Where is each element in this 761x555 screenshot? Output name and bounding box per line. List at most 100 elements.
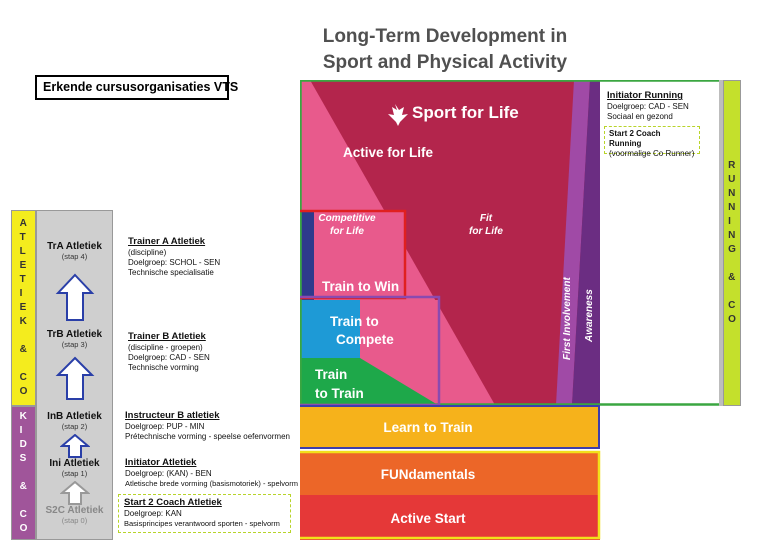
- side-letter: E: [19, 302, 27, 313]
- card-line: Doelgroep: CAD - SEN: [128, 353, 210, 362]
- s2c-running-card: Start 2 Coach Running (voormalige Co Run…: [604, 126, 700, 158]
- side-letter: K: [19, 411, 27, 422]
- card-line: Doelgroep: PUP - MIN: [125, 422, 205, 431]
- card-line: Basisprincipes verantwoord sporten - spe…: [124, 519, 280, 528]
- card-title: Initiator Atletiek: [125, 457, 197, 468]
- card-line: Doelgroep: KAN: [124, 509, 182, 518]
- initiator-running-card: Initiator Running Doelgroep: CAD - SEN S…: [603, 90, 716, 122]
- side-letter: N: [728, 230, 736, 241]
- side-letter: [728, 285, 736, 299]
- purple-border: [300, 295, 441, 407]
- side-letter: [20, 494, 28, 508]
- fit-label-2: for Life: [469, 226, 503, 237]
- step-ini: Ini Atletiek (stap 1): [36, 458, 113, 478]
- side-letter: U: [728, 174, 736, 185]
- train-to-train-area: [300, 358, 438, 405]
- first-involvement-band: [556, 80, 590, 405]
- card-line: Doelgroep: SCHOL - SEN: [128, 258, 221, 267]
- instructeur-b-card: Instructeur B atletiek Doelgroep: PUP - …: [119, 408, 299, 444]
- train-to-win-navy: [300, 210, 314, 300]
- side-letter: N: [728, 202, 736, 213]
- competitive-label-2: for Life: [330, 226, 364, 237]
- side-letter: I: [728, 216, 731, 227]
- step-trb: TrB Atletiek (stap 3): [36, 329, 113, 349]
- side-letter: &: [728, 272, 736, 283]
- side-letter: C: [19, 509, 27, 520]
- active-for-life-label: Active for Life: [343, 145, 434, 160]
- card-title: Start 2 Coach Atletiek: [124, 497, 222, 508]
- active-start-label: Active Start: [390, 511, 466, 526]
- side-letter: O: [19, 523, 28, 534]
- side-letter: [20, 357, 28, 371]
- side-letter: C: [19, 372, 27, 383]
- step-inb: InB Atletiek (stap 2): [36, 411, 113, 431]
- up-arrow-icon: [55, 356, 95, 400]
- card-line: Technische specialisatie: [128, 268, 214, 277]
- side-letter: &: [19, 344, 27, 355]
- step-sub: (stap 0): [61, 516, 88, 525]
- card-line: (voormalige Co Runner): [609, 149, 695, 158]
- maple-leaf-icon: [388, 104, 408, 126]
- side-letter: N: [728, 188, 736, 199]
- card-title: Trainer B Atletiek: [128, 331, 206, 342]
- card-line: (discipline - groepen): [128, 343, 203, 352]
- up-arrow-icon: [60, 434, 90, 458]
- compete-blue: [300, 300, 360, 358]
- side-letter: [728, 257, 736, 271]
- ltd-graphic: Sport for Life Active for Life Competiti…: [300, 80, 722, 540]
- fundamentals-label: FUNdamentals: [381, 467, 476, 482]
- side-letter: I: [19, 425, 23, 436]
- yellow-border: [300, 450, 601, 540]
- red-border: [300, 209, 407, 300]
- awareness-band: [572, 80, 600, 405]
- side-letter: R: [728, 160, 736, 171]
- initiator-card: Initiator Atletiek Doelgroep: (KAN) - BE…: [119, 455, 299, 491]
- side-letter: O: [19, 386, 28, 397]
- awareness-label: Awareness: [584, 289, 595, 343]
- side-letter: A: [19, 218, 27, 229]
- step-sub: (stap 4): [61, 252, 88, 261]
- side-letter: D: [19, 439, 27, 450]
- logo-text: Sport for Life: [412, 103, 519, 122]
- train-to-compete-label-1: Train to: [330, 314, 379, 329]
- card-line: Atletische brede vorming (basismotoriek)…: [125, 479, 298, 488]
- step-name: S2C Atletiek: [45, 505, 104, 516]
- step-name: Ini Atletiek: [49, 458, 100, 469]
- train-to-win-label: Train to Win: [322, 279, 399, 294]
- train-to-compete-label-2: Compete: [336, 332, 394, 347]
- card-title: Instructeur B atletiek: [125, 410, 220, 421]
- side-letter: [20, 466, 28, 480]
- fit-label-1: Fit: [480, 213, 493, 224]
- side-letter: C: [728, 300, 736, 311]
- card-line: Technische vorming: [128, 363, 199, 372]
- learn-to-train-area: [300, 405, 600, 448]
- side-letter: T: [19, 274, 26, 285]
- side-letter: L: [19, 246, 26, 257]
- train-to-train-label-2: to Train: [315, 386, 364, 401]
- blue-border: [300, 405, 600, 449]
- title-line-2: Sport and Physical Activity: [322, 52, 568, 73]
- step-s2c: S2C Atletiek (stap 0): [36, 505, 113, 525]
- step-tra: TrA Atletiek (stap 4): [36, 241, 113, 261]
- side-letter: S: [19, 453, 27, 464]
- card-title: Start 2 Coach Running: [609, 129, 661, 148]
- learn-to-train-label: Learn to Train: [383, 420, 472, 435]
- side-letter: T: [19, 232, 26, 243]
- train-to-train-label-1: Train: [315, 367, 347, 382]
- up-arrow-icon: [60, 481, 90, 505]
- start2coach-card: Start 2 Coach Atletiek Doelgroep: KAN Ba…: [118, 494, 291, 533]
- step-sub: (stap 3): [61, 340, 88, 349]
- trainer-b-card: Trainer B Atletiek (discipline - groepen…: [120, 327, 298, 377]
- step-name: TrA Atletiek: [47, 241, 102, 252]
- card-line: Doelgroep: (KAN) - BEN: [125, 469, 212, 478]
- card-line: Sociaal en gezond: [607, 112, 673, 121]
- step-name: InB Atletiek: [47, 411, 102, 422]
- card-title: Trainer A Atletiek: [128, 236, 206, 247]
- side-letter: O: [728, 314, 736, 325]
- side-letter: G: [728, 244, 736, 255]
- active-start-area: [300, 495, 600, 540]
